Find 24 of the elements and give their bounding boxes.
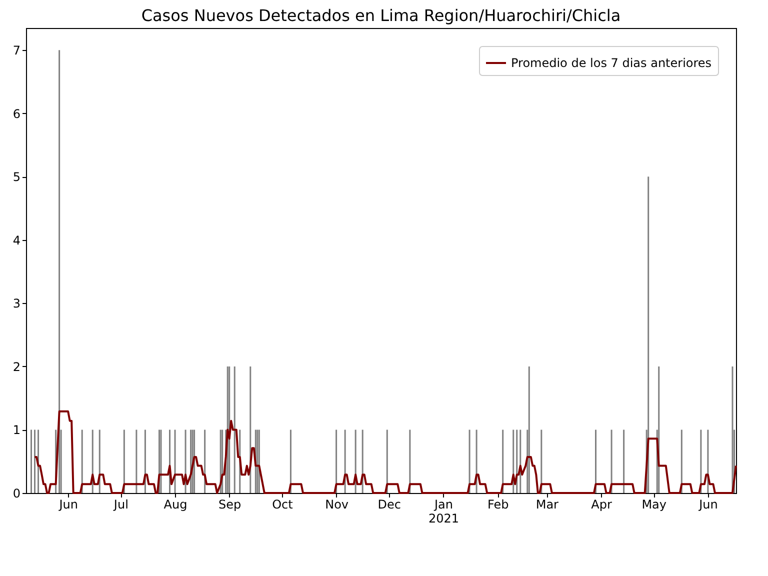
y-tick-label: 1 [12,423,20,438]
x-tick-label: Oct [272,498,294,512]
x-tick-label: Sep [218,498,242,512]
x-tick-label: May [642,498,667,512]
x-tick-label: Dec [378,498,402,512]
chart-title: Casos Nuevos Detectados en Lima Region/Huarochiri/Chicla [141,6,621,25]
x-tick-label: Apr [591,498,612,512]
y-tick-label: 6 [12,106,20,121]
x-tick-label: Mar [536,498,559,512]
y-tick-label: 2 [12,360,20,374]
y-tick-label: 4 [12,233,20,248]
x-tick-label: Aug [164,498,188,512]
x-tick-label: Jul [112,498,128,512]
x-tick-label: Nov [325,498,349,512]
legend-label: Promedio de los 7 dias anteriores [511,56,712,70]
y-tick-label: 3 [12,296,20,311]
y-tick-label: 0 [12,486,20,500]
line-series [34,410,737,494]
y-tick-label: 5 [12,170,20,184]
y-tick-label: 7 [12,44,20,58]
x-tick-label: Feb [487,498,509,512]
x-tick-label: Jun [698,498,718,512]
x-tick-label: Jan 2021 [428,498,460,526]
x-tick-label: Jun [58,498,78,512]
